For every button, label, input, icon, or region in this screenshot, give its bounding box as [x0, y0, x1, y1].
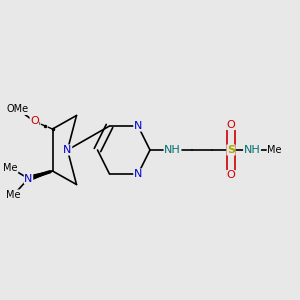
Text: O: O [226, 119, 236, 130]
Text: N: N [63, 145, 72, 155]
Text: NH: NH [244, 145, 260, 155]
Text: Me: Me [6, 190, 21, 200]
Text: NH: NH [164, 145, 181, 155]
Text: O: O [226, 170, 236, 181]
Text: Me: Me [3, 163, 18, 173]
Text: N: N [24, 173, 33, 184]
Polygon shape [28, 171, 52, 181]
Text: N: N [134, 169, 142, 179]
Text: Me: Me [267, 145, 282, 155]
Text: OMe: OMe [7, 104, 29, 115]
Text: O: O [30, 116, 39, 127]
Text: S: S [227, 145, 235, 155]
Text: N: N [134, 121, 142, 131]
